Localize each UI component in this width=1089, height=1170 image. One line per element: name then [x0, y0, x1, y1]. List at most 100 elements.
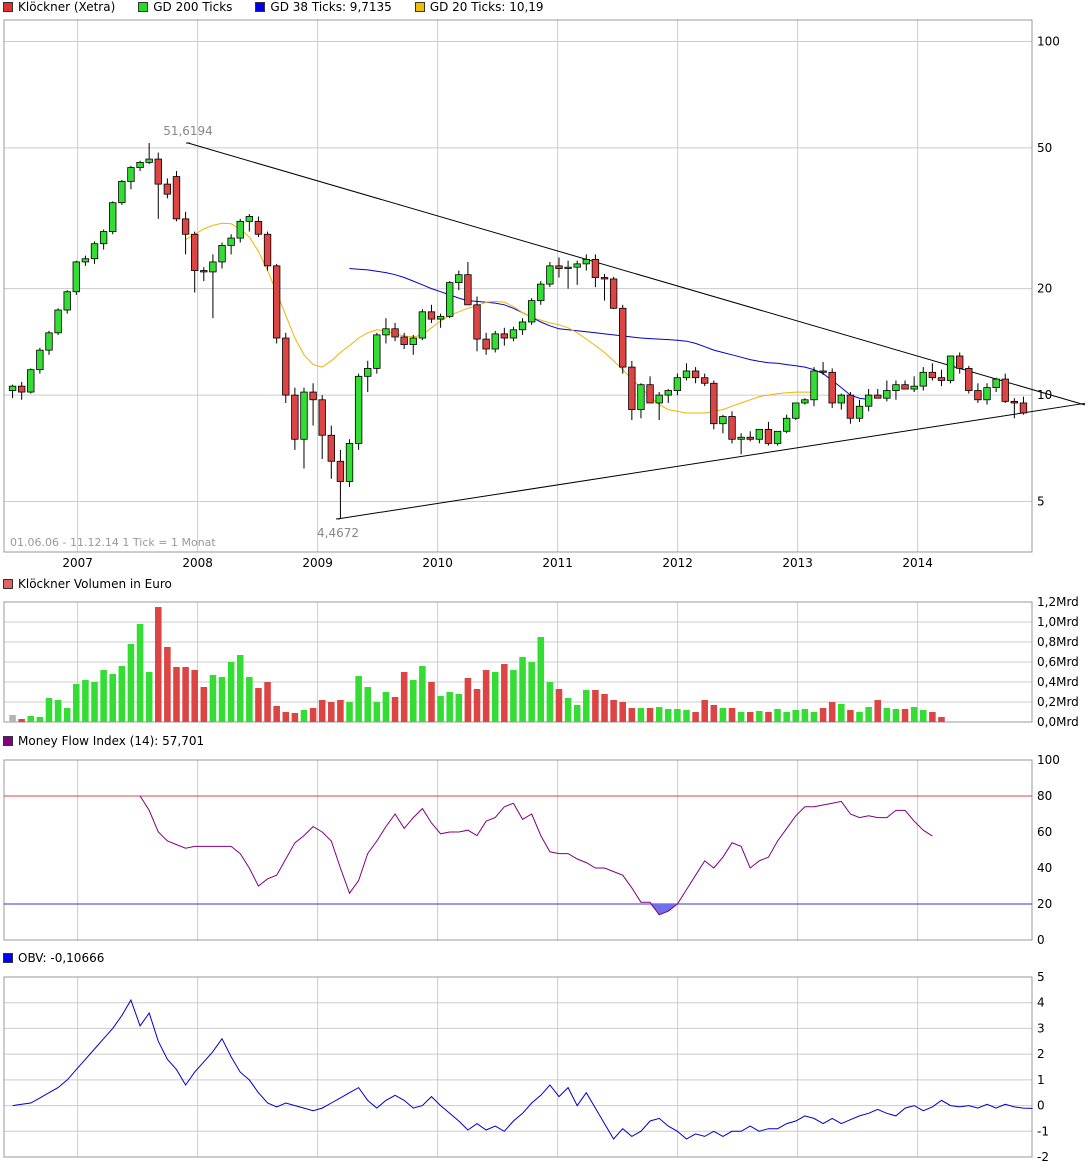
volume-bar [765, 712, 772, 722]
candle-body [400, 336, 408, 345]
legend-label: Klöckner (Xetra) [18, 0, 116, 14]
plot-frame [3, 759, 1033, 941]
candle-body [965, 367, 973, 391]
volume-bar [109, 674, 117, 722]
volume-bar [473, 689, 481, 722]
volume-bar [227, 662, 235, 722]
candle-body [737, 436, 745, 440]
volume-bar [145, 672, 153, 722]
volume-bar [847, 710, 854, 722]
candle-body [518, 321, 527, 331]
x-tick-label: 2009 [302, 556, 333, 570]
volume-bar [537, 637, 545, 722]
volume-bar [91, 682, 98, 722]
candle-body [99, 231, 108, 245]
volume-bar [264, 682, 271, 722]
candle-body [509, 329, 518, 339]
candle-body [446, 282, 454, 317]
candle-body [546, 265, 554, 285]
candle-body [227, 237, 235, 246]
plot-frame [3, 976, 1033, 1158]
candle-body [373, 334, 381, 369]
volume-bar [118, 666, 126, 722]
candle-body [181, 218, 190, 235]
volume-bar [54, 700, 62, 722]
candle-body [45, 332, 53, 351]
volume-bar [218, 677, 226, 722]
y-tick-label: 1 [1037, 1073, 1045, 1087]
obv-legend: OBV: -0,10666 [0, 951, 124, 965]
volume-bar [246, 677, 253, 722]
candle-body [318, 399, 326, 436]
volume-bar [382, 692, 390, 722]
volume-bar [810, 712, 818, 722]
y-tick-label: 0,6Mrd [1037, 655, 1079, 669]
volume-bar [291, 713, 299, 722]
legend-swatch-green [138, 2, 149, 12]
legend-item-gd38: GD 38 Ticks: 9,7135 [252, 0, 392, 14]
volume-bar [437, 696, 444, 722]
volume-bar [601, 694, 608, 722]
volume-bar [337, 700, 344, 722]
candle-body [418, 311, 427, 339]
candle-body [537, 283, 545, 302]
volume-bar [45, 698, 53, 722]
volume-bar [209, 675, 217, 722]
candle-body [464, 274, 472, 306]
candle-body [36, 349, 44, 371]
y-tick-label: 0 [1037, 933, 1045, 947]
volume-bar [774, 709, 781, 722]
candle-body [855, 405, 864, 419]
candle-body [81, 258, 90, 263]
candle-body [118, 181, 126, 204]
candle-body [482, 338, 490, 350]
candle-body [710, 382, 718, 425]
obv-chart: -2 -1 0 1 2 3 4 5 [3, 970, 1049, 1164]
volume-bar [127, 644, 135, 722]
volume-bar [592, 690, 599, 722]
y-tick-label: 50 [1037, 141, 1052, 155]
volume-bar [938, 717, 945, 722]
candle-body [910, 385, 918, 390]
volume-bar [200, 687, 208, 722]
candle-body [901, 384, 909, 390]
y-tick-label: 0,2Mrd [1037, 695, 1079, 709]
candle-body [236, 220, 244, 239]
volume-bar [364, 687, 372, 722]
volume-bar [737, 712, 745, 722]
x-tick-label: 2007 [62, 556, 93, 570]
volume-bar [346, 702, 353, 722]
candle-body [810, 370, 818, 401]
candle-body [819, 370, 827, 373]
y-tick-label: 5 [1037, 495, 1045, 509]
candle-body [619, 307, 627, 368]
trendline [187, 142, 1086, 406]
volume-bar [519, 657, 526, 722]
candle-body [746, 436, 754, 440]
candle-body [127, 167, 135, 182]
x-tick-label: 2011 [542, 556, 573, 570]
candle-body [755, 428, 764, 440]
candle-body [1019, 402, 1028, 414]
volume-bar [756, 711, 763, 722]
legend-label: GD 200 Ticks [153, 0, 233, 14]
volume-chart: 0,0Mrd 0,2Mrd 0,4Mrd 0,6Mrd 0,8Mrd 1,0Mrd 1,2M… [3, 595, 1079, 729]
candle-body [591, 258, 600, 278]
y-tick-label: 0,0Mrd [1037, 715, 1079, 729]
candle-body [300, 391, 308, 440]
volume-bar [27, 716, 35, 722]
candle-body [892, 384, 900, 391]
y-tick-label: 0,4Mrd [1037, 675, 1079, 689]
candle-body [172, 176, 181, 220]
candle-body [701, 377, 709, 384]
volume-bar [501, 664, 508, 722]
y-tick-label: 40 [1037, 861, 1052, 875]
candle-body [801, 399, 809, 404]
volume-bar [400, 672, 408, 722]
y-tick-label: 3 [1037, 1021, 1045, 1035]
candle-body [218, 245, 226, 263]
volume-bar [719, 708, 727, 722]
candle-body [191, 233, 199, 271]
volume-bar [273, 706, 280, 722]
y-tick-label: 100 [1037, 753, 1060, 767]
